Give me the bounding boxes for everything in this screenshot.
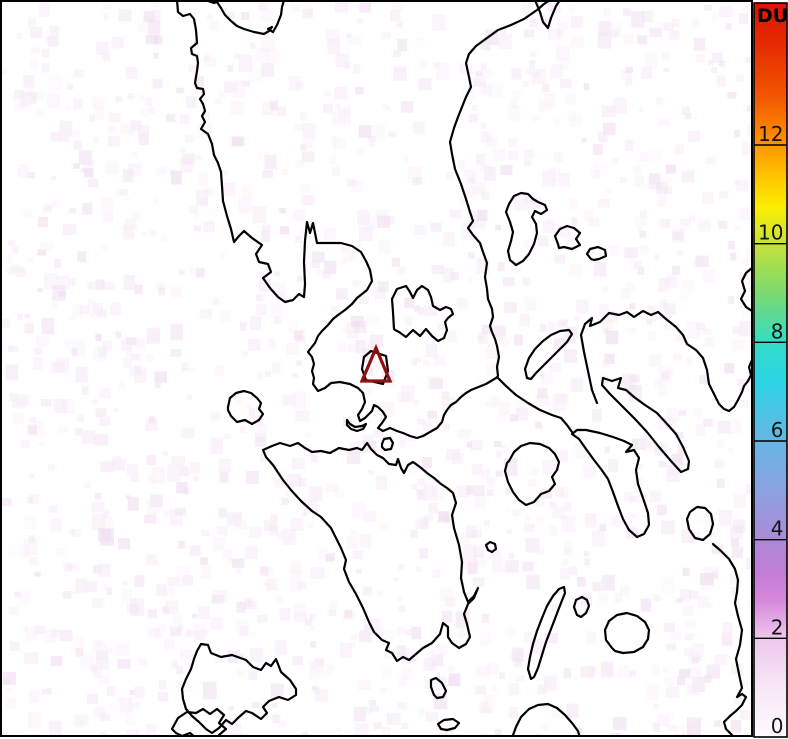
coastline-path [390, 284, 455, 343]
colorbar-unit-label: DU [757, 5, 788, 27]
colorbar-tick-label: 2 [771, 615, 784, 639]
coastline-path [170, 707, 228, 737]
coastline-path [496, 376, 574, 434]
colorbar-tick-label: 12 [758, 122, 783, 146]
coastline-path [504, 191, 549, 267]
colorbar-scale [753, 2, 788, 738]
coastline-path [603, 611, 651, 655]
map-border [0, 0, 753, 737]
coastline-path [175, 1, 551, 440]
colorbar-tick-label: 8 [771, 319, 784, 343]
volcano-marker [359, 343, 393, 383]
coastline-path [503, 441, 561, 507]
coastline-path [572, 595, 591, 619]
colorbar-tick-label: 6 [771, 418, 784, 442]
coastline-path [261, 441, 480, 663]
coastline-path [345, 418, 368, 433]
colorbar-level-lines [754, 144, 787, 639]
coastline-path [511, 702, 581, 737]
colorbar-tick-label: 0 [771, 714, 784, 738]
coastline-path [553, 224, 582, 251]
coastline-path [484, 540, 498, 554]
coastline-path [585, 245, 608, 262]
colorbar: 12 10 8 6 4 2 0 DU [753, 2, 788, 738]
coastline-path [739, 266, 752, 313]
coastline-path [226, 389, 265, 426]
coastline-path [204, 1, 285, 36]
coastline-path [570, 428, 651, 539]
coastline-path [436, 717, 461, 732]
colorbar-tick-label: 10 [758, 221, 783, 245]
coastline-path [429, 676, 448, 700]
coastline-path [685, 505, 715, 542]
coastline-path [579, 309, 752, 413]
coastline-path [380, 436, 395, 452]
coastline-layer [170, 1, 752, 737]
coastline-path [523, 328, 574, 381]
coastline-path [526, 585, 567, 681]
coastline-path [711, 542, 748, 737]
coastline-path [534, 1, 561, 30]
coastline-path [600, 376, 691, 474]
colorbar-tick-label: 4 [771, 517, 784, 541]
colorbar-tick-labels: 12 10 8 6 4 2 0 [758, 122, 783, 738]
